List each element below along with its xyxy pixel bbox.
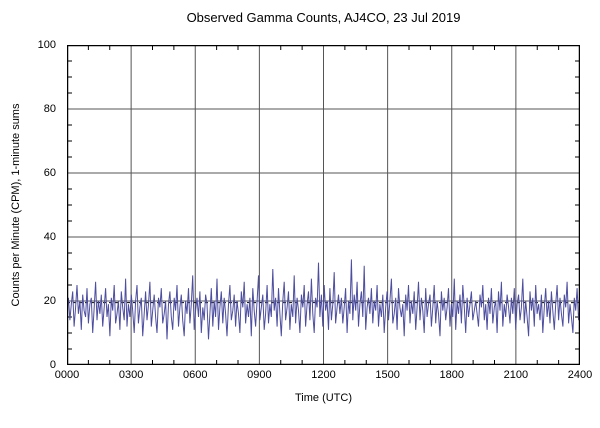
plot-svg <box>66 44 581 366</box>
x-tick-label: 1500 <box>375 369 400 381</box>
x-tick-label: 1200 <box>311 369 336 381</box>
y-tick-label: 60 <box>43 167 56 179</box>
y-axis-label: Counts per Minute (CPM), 1-minute sums <box>10 103 22 307</box>
x-tick-label: 0000 <box>54 369 80 381</box>
plot-frame <box>66 44 581 366</box>
y-tick-label: 0 <box>49 359 56 371</box>
data-series-line <box>66 259 581 340</box>
x-tick-label: 1800 <box>439 369 464 381</box>
y-axis-ticks: 100 80 60 40 20 0 <box>28 39 62 371</box>
x-axis-label: Time (UTC) <box>294 392 353 404</box>
x-tick-label: 2400 <box>567 369 593 381</box>
y-tick-label: 80 <box>43 103 56 115</box>
y-tick-label: 40 <box>43 231 56 243</box>
chart-title: Observed Gamma Counts, AJ4CO, 23 Jul 201… <box>186 10 461 25</box>
x-tick-label: 0300 <box>118 369 144 381</box>
y-tick-label: 100 <box>37 39 56 51</box>
plot-area <box>66 44 581 366</box>
x-tick-label: 0600 <box>183 369 208 381</box>
x-axis-ticks: 0000 0300 0600 0900 1200 1500 1800 2100 … <box>55 369 592 383</box>
x-tick-label: 2100 <box>503 369 529 381</box>
y-tick-label: 20 <box>43 295 56 307</box>
x-tick-label: 0900 <box>247 369 272 381</box>
